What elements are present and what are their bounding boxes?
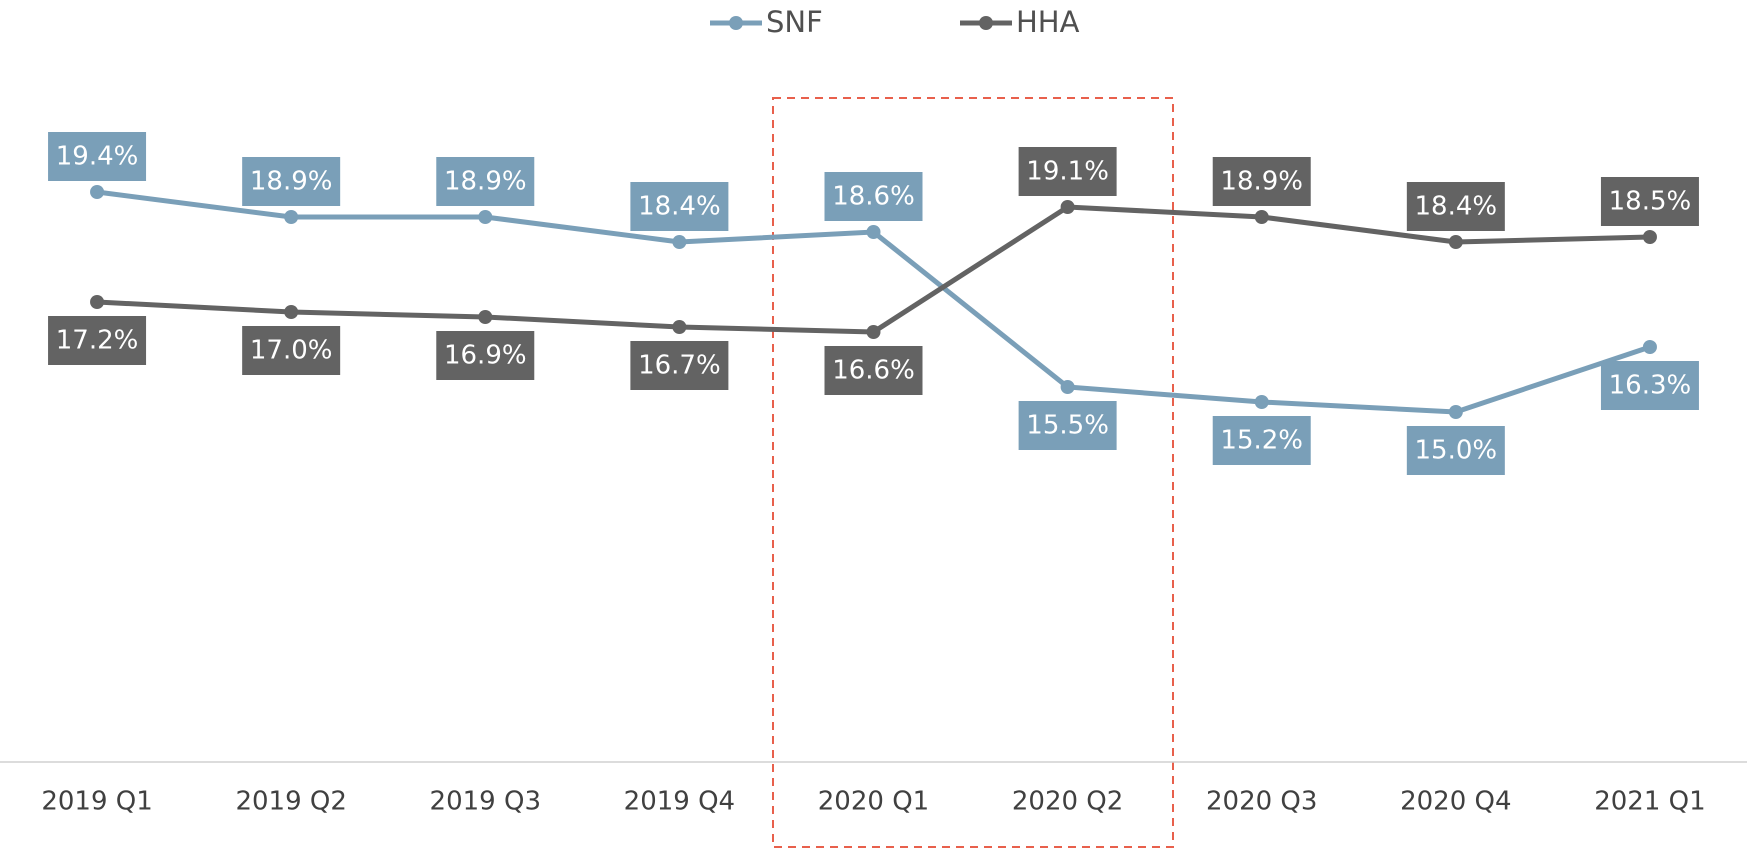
legend-marker: [729, 16, 743, 30]
data-label-box: [1212, 157, 1311, 206]
legend-marker: [979, 16, 993, 30]
data-label: 16.7%: [638, 351, 721, 381]
data-label: 16.3%: [1609, 371, 1692, 401]
data-label-box: [436, 331, 535, 380]
data-label: 18.9%: [250, 167, 333, 197]
data-label-box: [1018, 401, 1117, 450]
data-label: 18.9%: [444, 167, 527, 197]
x-tick-label: 2020 Q3: [1206, 787, 1317, 817]
x-tick-label: 2019 Q2: [235, 787, 346, 817]
data-point: [478, 210, 493, 224]
data-label-box: [1406, 182, 1505, 231]
data-label: 16.6%: [832, 356, 915, 386]
data-label: 18.4%: [1415, 192, 1498, 222]
data-label-box: [436, 157, 535, 206]
data-label: 18.5%: [1609, 187, 1692, 217]
data-point: [1642, 340, 1657, 354]
data-point: [1254, 210, 1269, 224]
data-point: [1448, 405, 1463, 419]
data-point: [90, 295, 105, 309]
x-tick-label: 2020 Q4: [1400, 787, 1511, 817]
data-label: 19.4%: [56, 142, 139, 172]
data-label-box: [1406, 426, 1505, 475]
data-label: 17.2%: [56, 326, 139, 356]
data-point: [1448, 235, 1463, 249]
data-point: [1254, 395, 1269, 409]
x-tick-label: 2019 Q4: [624, 787, 735, 817]
data-label: 19.1%: [1026, 157, 1109, 187]
data-point: [866, 225, 881, 239]
data-label-box: [242, 157, 341, 206]
data-label-box: [1212, 416, 1311, 465]
data-label-box: [1600, 361, 1699, 410]
data-label-box: [48, 132, 147, 181]
data-label-box: [1600, 177, 1699, 226]
x-tick-label: 2021 Q1: [1594, 787, 1705, 817]
data-label-box: [824, 172, 923, 221]
data-label-box: [630, 182, 729, 231]
data-point: [866, 325, 881, 339]
legend-label: HHA: [1016, 5, 1080, 39]
data-point: [284, 210, 299, 224]
data-point: [90, 185, 105, 199]
data-label-box: [242, 326, 341, 375]
data-label-box: [824, 346, 923, 395]
data-point: [1060, 200, 1075, 214]
data-label: 17.0%: [250, 336, 333, 366]
data-label-box: [48, 316, 147, 365]
data-label: 18.9%: [1220, 167, 1303, 197]
data-label-box: [1018, 147, 1117, 196]
highlight-box: [772, 97, 1174, 848]
data-label: 15.0%: [1415, 436, 1498, 466]
x-tick-label: 2019 Q3: [430, 787, 541, 817]
data-label-box: [630, 341, 729, 390]
data-point: [284, 305, 299, 319]
data-label: 15.2%: [1220, 426, 1303, 456]
data-label: 15.5%: [1026, 411, 1109, 441]
data-label: 18.6%: [832, 182, 915, 212]
data-label: 16.9%: [444, 341, 527, 371]
data-point: [672, 235, 687, 249]
data-label: 18.4%: [638, 192, 721, 222]
data-point: [478, 310, 493, 324]
data-point: [672, 320, 687, 334]
legend-label: SNF: [766, 5, 823, 39]
x-tick-label: 2020 Q1: [818, 787, 929, 817]
x-tick-label: 2019 Q1: [41, 787, 152, 817]
data-point: [1060, 380, 1075, 394]
x-tick-label: 2020 Q2: [1012, 787, 1123, 817]
data-point: [1642, 230, 1657, 244]
